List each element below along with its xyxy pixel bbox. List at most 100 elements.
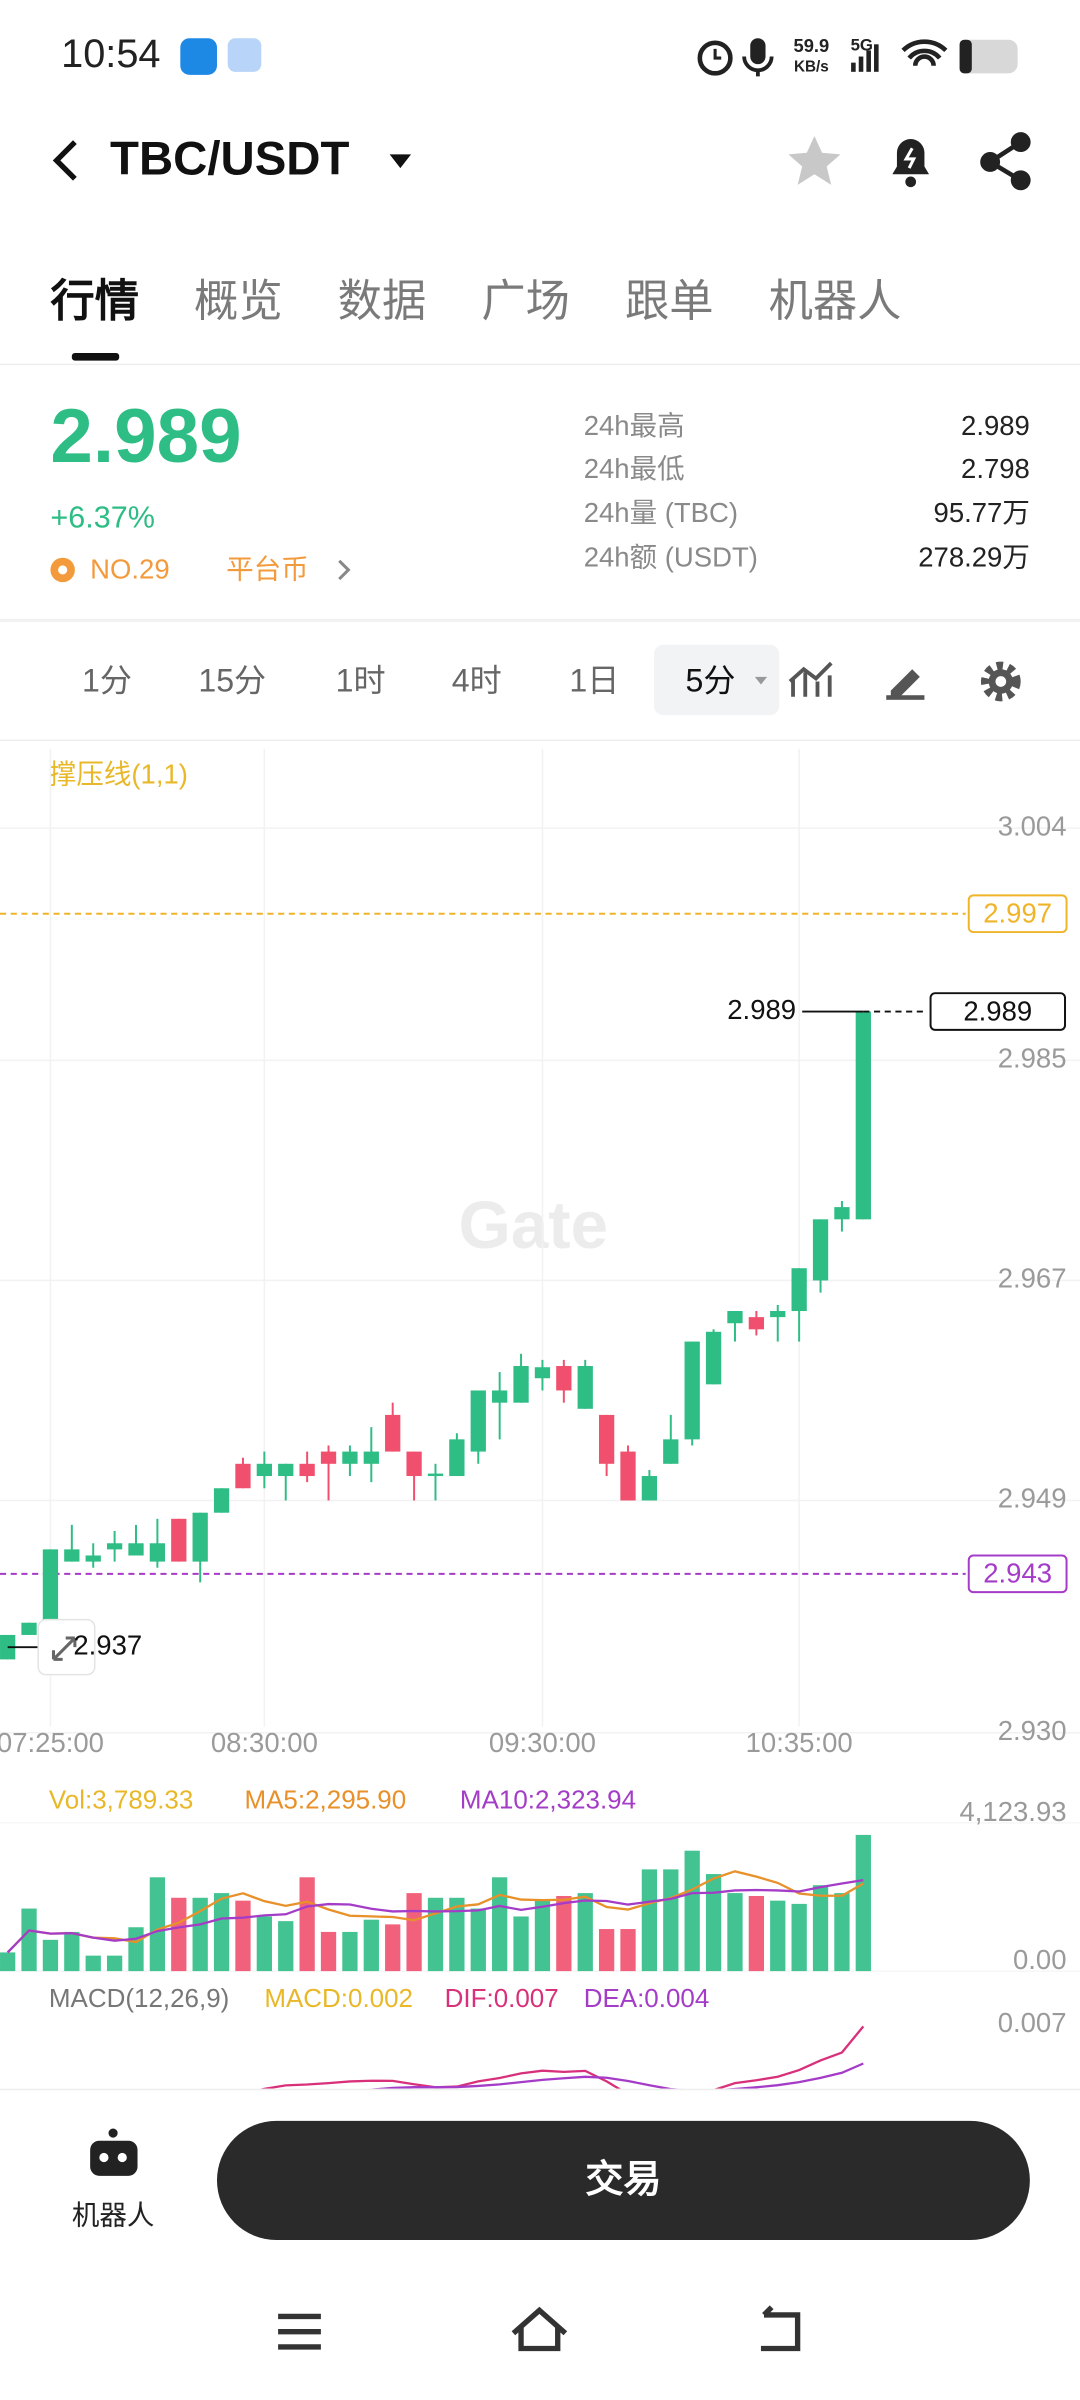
app-icon bbox=[227, 38, 262, 72]
tag-chevron[interactable] bbox=[338, 559, 351, 581]
x-tick-label: 07:25:00 bbox=[0, 1727, 104, 1758]
volume-bar bbox=[812, 1885, 829, 1972]
status-time: 10:54 bbox=[61, 32, 160, 76]
volume-bar bbox=[513, 1916, 529, 1972]
volume-bar bbox=[320, 1931, 337, 1972]
favorite-button[interactable] bbox=[788, 135, 841, 185]
interval[interactable]: 1分 bbox=[82, 662, 132, 698]
candle-body bbox=[727, 1311, 743, 1324]
pair-title[interactable]: TBC/USDT bbox=[110, 132, 349, 185]
nav-home[interactable] bbox=[511, 2306, 568, 2352]
volume-bar bbox=[106, 1955, 123, 1972]
trade-label[interactable]: 交易 bbox=[585, 2158, 661, 2201]
candle-body bbox=[556, 1366, 572, 1391]
robot-icon[interactable] bbox=[90, 2128, 138, 2176]
y-tick-label: 2.967 bbox=[998, 1263, 1067, 1294]
candle-body bbox=[42, 1549, 59, 1623]
candle-body bbox=[385, 1414, 401, 1452]
dea-label: DEA:0.004 bbox=[584, 1983, 710, 2013]
share-button[interactable] bbox=[980, 132, 1031, 191]
candle-body bbox=[663, 1439, 679, 1464]
volume-bar bbox=[705, 1874, 722, 1972]
volume-bar bbox=[577, 1893, 593, 1972]
last-price: 2.989 bbox=[50, 394, 241, 479]
volume-bar bbox=[684, 1850, 700, 1972]
settings-button[interactable] bbox=[980, 661, 1021, 702]
volume-bar bbox=[620, 1929, 636, 1972]
last-price-label: 2.989 bbox=[963, 995, 1032, 1026]
macd-label: MACD:0.002 bbox=[264, 1983, 413, 2013]
volume-bar bbox=[385, 1924, 401, 1972]
coin-tag[interactable]: 平台币 bbox=[226, 554, 309, 585]
volume-bar bbox=[128, 1927, 144, 1972]
support-label: 2.943 bbox=[983, 1558, 1052, 1589]
battery-icon bbox=[959, 39, 1018, 74]
period-low-label: 2.937 bbox=[73, 1629, 142, 1660]
candle-body bbox=[684, 1341, 700, 1440]
nav-menu[interactable] bbox=[278, 2313, 321, 2350]
candle-body bbox=[834, 1207, 850, 1220]
interval-selected[interactable]: 5分 bbox=[686, 662, 736, 698]
tab[interactable]: 行情 bbox=[50, 277, 139, 326]
resistance-label: 2.997 bbox=[983, 898, 1052, 929]
indicator-button[interactable] bbox=[788, 661, 833, 697]
signal-icon bbox=[851, 44, 879, 72]
rank: NO.29 bbox=[90, 554, 169, 585]
candle-body bbox=[85, 1555, 101, 1562]
divider bbox=[0, 2088, 1080, 2091]
volume-bar bbox=[149, 1877, 166, 1972]
volume-bar bbox=[791, 1903, 807, 1972]
tab[interactable]: 机器人 bbox=[769, 277, 902, 326]
robot-label[interactable]: 机器人 bbox=[72, 2199, 155, 2230]
tab[interactable]: 跟单 bbox=[625, 277, 714, 326]
trade-button[interactable] bbox=[216, 2120, 1030, 2241]
rank-icon-dot bbox=[58, 565, 68, 575]
nav-back[interactable] bbox=[760, 2305, 801, 2352]
tab-bar: 行情 概览 数据 广场 跟单 机器人 bbox=[50, 277, 901, 361]
tab[interactable]: 概览 bbox=[194, 277, 283, 326]
volume-bar bbox=[256, 1916, 272, 1972]
volume-tick-label: 0.00 bbox=[1013, 1944, 1067, 1975]
interval[interactable]: 4时 bbox=[452, 662, 502, 698]
interval[interactable]: 1时 bbox=[336, 662, 386, 698]
tab[interactable]: 广场 bbox=[481, 277, 570, 326]
candle-body bbox=[598, 1414, 615, 1464]
x-tick-label: 10:35:00 bbox=[746, 1727, 853, 1758]
stat-value: 278.29万 bbox=[918, 542, 1030, 573]
volume-bar bbox=[85, 1955, 101, 1972]
volume-bar bbox=[342, 1931, 358, 1972]
volume-bar bbox=[855, 1834, 871, 1972]
indicator-label: 撑压线(1,1) bbox=[49, 758, 188, 789]
candle-body bbox=[812, 1219, 829, 1281]
interval[interactable]: 1日 bbox=[569, 662, 619, 698]
tab[interactable]: 数据 bbox=[338, 277, 427, 326]
candle-body bbox=[855, 1011, 871, 1220]
ma5-label: MA5:2,295.90 bbox=[244, 1784, 406, 1814]
interval-dropdown[interactable] bbox=[754, 676, 768, 685]
net-speed-unit: KB/s bbox=[794, 58, 829, 75]
volume-bar bbox=[834, 1893, 850, 1972]
interval-selected-bg bbox=[653, 644, 780, 716]
interval[interactable]: 15分 bbox=[198, 662, 266, 698]
alert-button[interactable] bbox=[892, 139, 930, 188]
candle-body bbox=[748, 1317, 765, 1330]
draw-button[interactable] bbox=[886, 669, 925, 700]
resistance-label-box bbox=[967, 894, 1068, 934]
candle-body bbox=[791, 1268, 807, 1312]
candle-body bbox=[620, 1451, 636, 1501]
volume-bar bbox=[171, 1897, 187, 1972]
volume-bar bbox=[42, 1939, 59, 1972]
divider bbox=[0, 618, 1080, 622]
candle-body bbox=[21, 1622, 37, 1635]
pair-dropdown[interactable] bbox=[389, 154, 412, 169]
dif-label: DIF:0.007 bbox=[445, 1983, 559, 2013]
y-tick-label: 2.949 bbox=[998, 1483, 1067, 1514]
volume-bar bbox=[598, 1929, 615, 1972]
back-button[interactable] bbox=[52, 140, 77, 181]
dea-line bbox=[369, 2062, 864, 2089]
volume-bar bbox=[299, 1877, 315, 1972]
volume-bar bbox=[192, 1897, 208, 1972]
candle-body bbox=[149, 1543, 166, 1562]
